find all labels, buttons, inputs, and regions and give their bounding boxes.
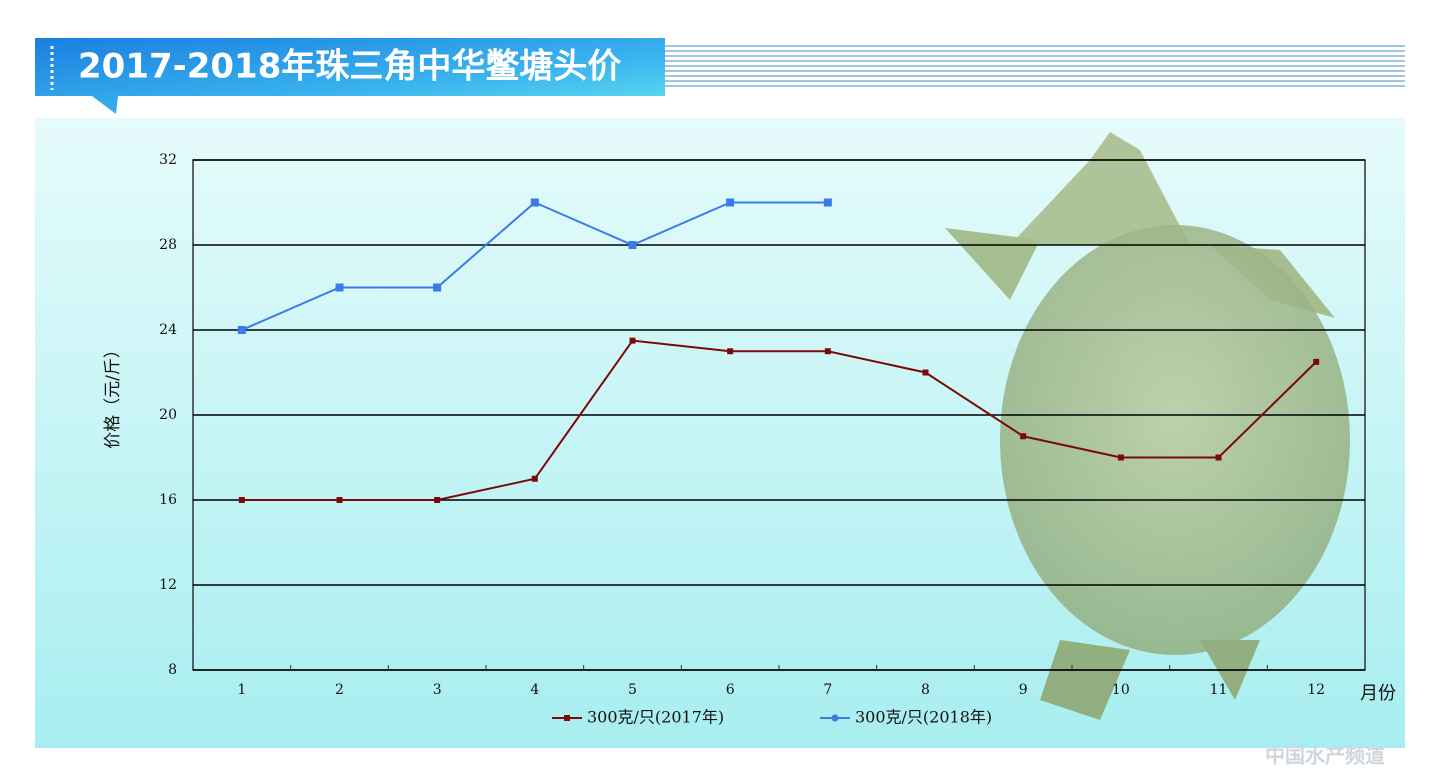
x-tick-label: 1: [237, 682, 246, 698]
watermark: 中国水产频道: [1265, 744, 1385, 768]
point: [433, 283, 442, 292]
legend-marker: [564, 715, 570, 721]
point: [335, 283, 344, 292]
x-tick-label: 6: [726, 682, 735, 698]
point: [237, 326, 246, 334]
y-axis-label: 价格（元/斤）: [103, 341, 123, 449]
x-tick-label: 11: [1210, 682, 1228, 698]
y-tick-label: 24: [159, 322, 177, 338]
x-tick-label: 8: [921, 682, 930, 698]
series-line: [241, 339, 1317, 501]
x-tick-label: 9: [1019, 682, 1028, 698]
x-tick-label: 10: [1112, 682, 1130, 698]
point: [629, 337, 636, 344]
point: [336, 497, 343, 503]
point: [1313, 358, 1320, 365]
y-tick-label: 12: [159, 577, 177, 593]
x-tick-label: 3: [433, 682, 442, 698]
point: [824, 348, 831, 355]
legend-label: 300克/只(2017年): [587, 708, 724, 727]
y-tick-label: 28: [159, 237, 177, 253]
point: [628, 241, 637, 249]
point: [726, 198, 735, 207]
x-tick-label: 2: [335, 682, 344, 698]
point: [238, 497, 245, 503]
x-axis-label: 月份: [1360, 683, 1396, 704]
point: [434, 497, 441, 503]
point: [1117, 454, 1124, 461]
point: [530, 198, 539, 207]
point: [823, 198, 832, 207]
x-tick-label: 7: [823, 682, 832, 698]
legend-marker: [831, 714, 839, 722]
title-banner: [35, 38, 665, 114]
point: [1020, 433, 1027, 440]
x-tick-label: 5: [628, 682, 637, 698]
point: [531, 475, 538, 482]
point: [922, 369, 929, 376]
point: [1215, 454, 1222, 461]
point: [727, 348, 734, 355]
chart-title: 2017-2018年珠三角中华鳖塘头价: [78, 47, 621, 87]
stripes: [665, 42, 1405, 90]
y-tick-label: 16: [159, 492, 177, 508]
x-tick-label: 4: [530, 682, 539, 698]
y-tick-label: 8: [168, 662, 177, 678]
y-tick-label: 32: [159, 152, 177, 168]
y-tick-label: 20: [159, 407, 177, 423]
legend-label: 300克/只(2018年): [855, 708, 992, 727]
x-tick-label: 12: [1307, 682, 1325, 698]
